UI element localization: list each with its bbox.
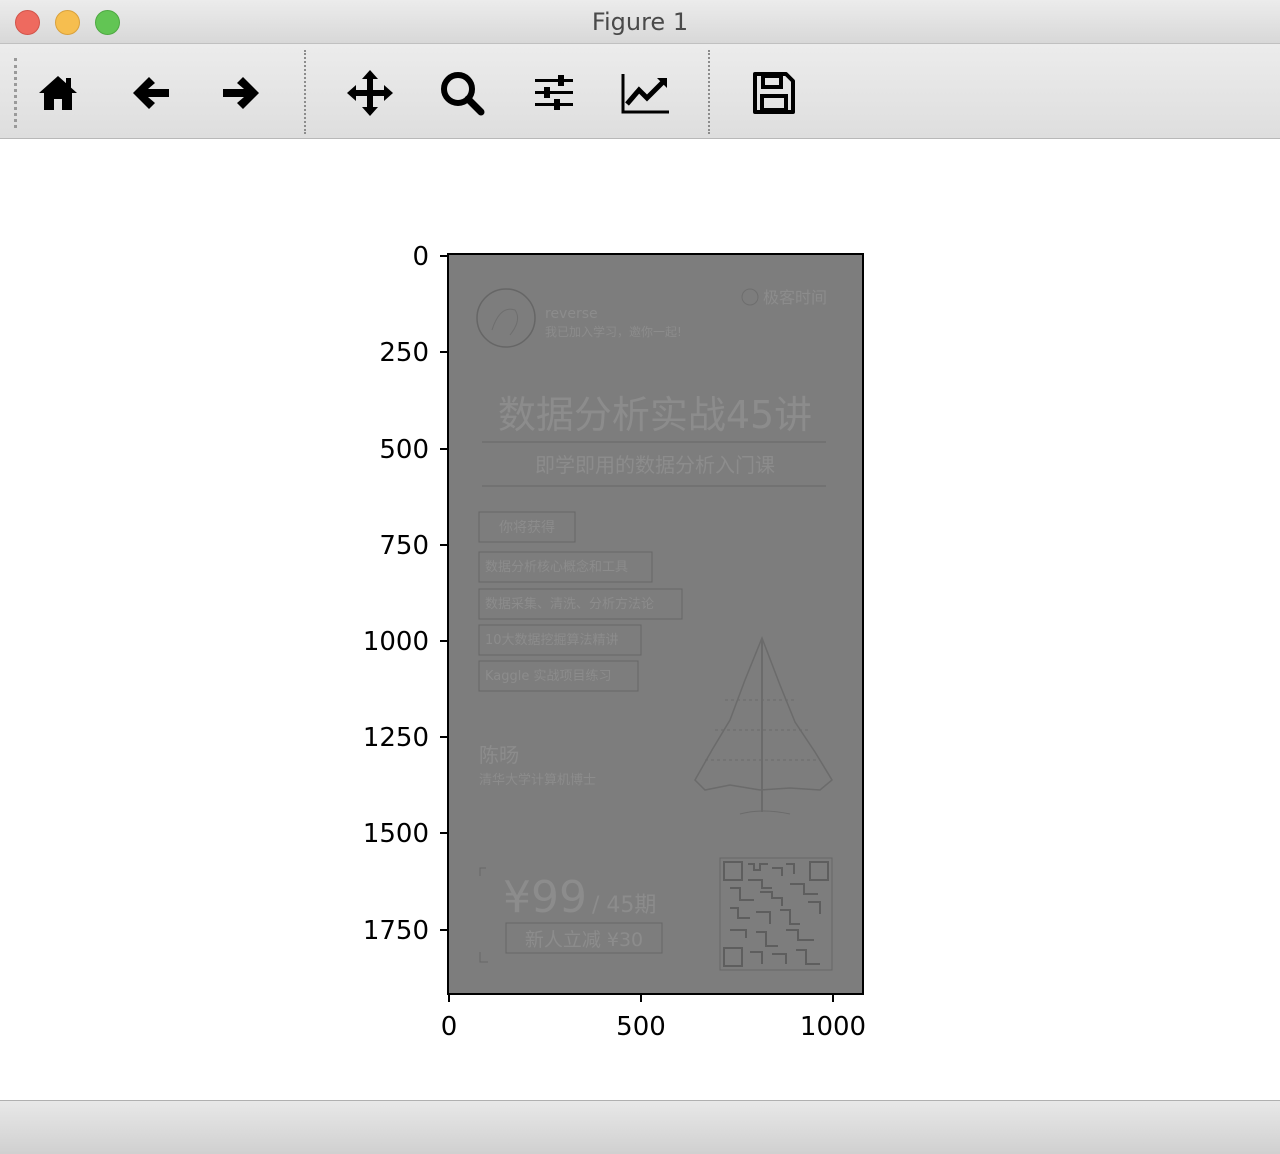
line-chart-icon (621, 74, 669, 114)
x-axis: 0 500 1000 (441, 994, 866, 1042)
y-tick-label: 1000 (363, 627, 429, 657)
gain-box (478, 660, 639, 692)
back-button[interactable] (126, 68, 176, 118)
axes-frame (447, 253, 864, 995)
save-button[interactable] (749, 68, 799, 118)
navigation-toolbar (0, 44, 1280, 139)
poster-price: ¥99 (503, 872, 587, 923)
poster-user-name: reverse (545, 306, 598, 322)
poster-gain-item: Kaggle 实战项目练习 (485, 669, 612, 684)
gain-label-box (478, 511, 576, 543)
poster-content (476, 288, 833, 971)
y-tick-label: 1500 (363, 819, 429, 849)
qr-code (719, 857, 833, 971)
x-tick-label: 1000 (800, 1012, 866, 1042)
brand-logo-icon (741, 288, 759, 306)
poster-course-subtitle: 即学即用的数据分析入门课 (535, 453, 775, 477)
poster-gain-label: 你将获得 (499, 519, 555, 536)
gain-box (478, 588, 683, 620)
floppy-disk-icon (753, 72, 795, 114)
poster-period: / 45期 (592, 893, 656, 918)
window-title: Figure 1 (591, 8, 689, 36)
home-button[interactable] (33, 68, 83, 118)
poster-gain-item: 10大数据挖掘算法精讲 (485, 633, 619, 648)
x-tick-label: 0 (441, 1012, 458, 1042)
status-bar (0, 1100, 1280, 1154)
search-icon (441, 72, 485, 116)
arrow-right-icon (223, 77, 259, 109)
poster-course-title: 数据分析实战45讲 (498, 393, 812, 437)
y-axis: 0 250 500 750 1000 1250 1500 1750 (363, 242, 448, 946)
poster-gain-item: 数据采集、清洗、分析方法论 (485, 596, 654, 612)
y-tick-label: 0 (412, 242, 429, 272)
move-icon (347, 70, 393, 116)
poster-brand: 极客时间 (763, 288, 827, 307)
configure-subplots-button[interactable] (529, 68, 579, 118)
sliders-icon (535, 75, 573, 110)
y-tick-label: 1750 (363, 916, 429, 946)
discount-box (505, 922, 663, 954)
y-tick-label: 500 (379, 435, 429, 465)
y-tick-label: 250 (379, 338, 429, 368)
poster-author-title: 清华大学计算机博士 (479, 772, 596, 788)
toolbar-separator (304, 50, 306, 134)
pan-button[interactable] (345, 68, 395, 118)
title-bar: Figure 1 (0, 0, 1280, 44)
toolbar-grip[interactable] (14, 58, 18, 128)
x-tick-label: 500 (616, 1012, 666, 1042)
zoom-button[interactable] (437, 68, 487, 118)
home-icon (39, 76, 77, 110)
poster-user-subtitle: 我已加入学习，邀你一起! (545, 324, 682, 339)
edit-axes-button[interactable] (621, 68, 671, 118)
forward-button[interactable] (216, 68, 266, 118)
toolbar-separator (708, 50, 710, 134)
zoom-window-button[interactable] (95, 10, 120, 35)
minimize-window-button[interactable] (55, 10, 80, 35)
arrow-left-icon (133, 77, 169, 109)
figure-canvas[interactable]: reverse 我已加入学习，邀你一起! 极客时间 数据分析实战45讲 即学即用… (0, 140, 1280, 1100)
poster-text: reverse 我已加入学习，邀你一起! 极客时间 数据分析实战45讲 即学即用… (479, 288, 827, 951)
figure-svg: reverse 我已加入学习，邀你一起! 极客时间 数据分析实战45讲 即学即用… (363, 242, 866, 1042)
poster-discount: 新人立减 ¥30 (525, 929, 643, 951)
close-window-button[interactable] (15, 10, 40, 35)
gain-box (478, 624, 642, 656)
avatar (476, 288, 536, 348)
tree-illustration (694, 635, 833, 815)
y-tick-label: 1250 (363, 723, 429, 753)
gain-box (478, 551, 653, 583)
y-tick-label: 750 (379, 531, 429, 561)
poster-gain-item: 数据分析核心概念和工具 (485, 559, 628, 575)
image-axes: reverse 我已加入学习，邀你一起! 极客时间 数据分析实战45讲 即学即用… (447, 253, 864, 995)
poster-author-name: 陈旸 (479, 743, 519, 767)
